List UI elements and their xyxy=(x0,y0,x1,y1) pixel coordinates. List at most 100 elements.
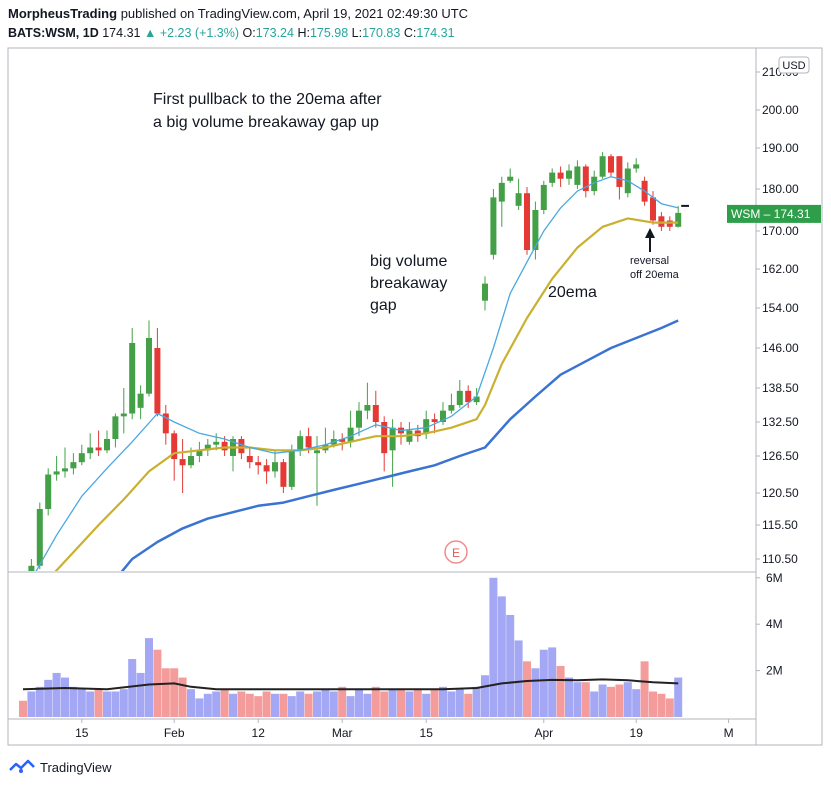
candle xyxy=(95,430,102,456)
candle xyxy=(498,176,505,227)
volume-bar xyxy=(397,689,405,717)
candle-body xyxy=(272,462,278,472)
candle xyxy=(154,328,161,417)
volume-bar xyxy=(19,700,27,717)
volume-bar xyxy=(581,682,590,717)
candle-body xyxy=(456,390,463,405)
high-value: 175.98 xyxy=(309,26,349,40)
candle xyxy=(104,430,110,454)
moving-averages xyxy=(22,176,679,691)
publish-info: MorpheusTrading published on TradingView… xyxy=(8,6,468,21)
candle xyxy=(146,320,152,397)
volume-bar xyxy=(514,640,523,717)
volume-bar xyxy=(35,686,44,717)
tradingview-logo-icon xyxy=(9,759,35,773)
candle xyxy=(616,156,623,200)
candle-body xyxy=(112,416,119,439)
open-label: O: xyxy=(242,26,256,40)
volume-bar xyxy=(623,682,632,717)
volume-bar xyxy=(539,649,548,717)
candle-body xyxy=(28,565,35,571)
volume-bar xyxy=(287,696,296,717)
volume-bar xyxy=(229,693,237,717)
price-tick-label: 146.00 xyxy=(762,341,799,355)
volume-bar xyxy=(61,677,69,717)
price-tick-label: 126.50 xyxy=(762,449,799,463)
volume-bar xyxy=(203,693,212,717)
volume-tick-label: 4M xyxy=(766,617,783,631)
volume-tick-label: 6M xyxy=(766,571,783,585)
volume-bar xyxy=(145,638,153,717)
candle-body xyxy=(633,164,640,169)
volume-bar xyxy=(388,689,397,717)
volume-bar xyxy=(313,691,321,717)
candle xyxy=(162,405,169,445)
time-tick-label: Feb xyxy=(164,726,185,740)
volume-bar xyxy=(212,691,221,717)
volume-bar xyxy=(119,689,128,717)
volume-bar xyxy=(296,691,305,717)
candle-body xyxy=(297,436,304,451)
volume-bar xyxy=(346,696,355,717)
candle-body xyxy=(137,393,144,408)
volume-bar xyxy=(464,693,473,717)
published-text: published on TradingView.com, April 19, … xyxy=(120,6,469,21)
volume-bar xyxy=(548,647,557,717)
volume-bar xyxy=(531,668,540,717)
price-tick-label: 115.50 xyxy=(762,518,798,532)
volume-bar xyxy=(355,689,363,717)
candle xyxy=(78,444,85,466)
earnings-marker-label: E xyxy=(452,546,460,560)
symbol-name: BATS:WSM, 1D xyxy=(8,26,99,40)
candle xyxy=(633,158,640,173)
candle xyxy=(28,559,35,571)
note-reversal-line: reversal xyxy=(630,255,669,267)
volume-bar xyxy=(489,577,498,717)
volume-bar xyxy=(565,677,573,717)
candle-body xyxy=(532,210,539,250)
currency-badge xyxy=(778,56,810,74)
time-tick-label: M xyxy=(724,726,734,740)
candle xyxy=(364,382,371,420)
volume-bar xyxy=(94,689,103,717)
last-price: 174.31 xyxy=(102,26,141,40)
candle-body xyxy=(146,338,152,394)
candle-body xyxy=(650,197,656,221)
last-price-badge xyxy=(727,204,821,223)
candle-body xyxy=(498,182,505,202)
volume-bar xyxy=(607,686,615,717)
price-tick-label: 154.00 xyxy=(762,301,799,315)
price-tick-label: 120.50 xyxy=(762,486,799,500)
price-tick-label: 190.00 xyxy=(762,141,799,155)
candle xyxy=(515,178,522,210)
volume-bar xyxy=(161,668,170,717)
note-top-line: First pullback to the 20ema after xyxy=(153,91,382,108)
candle-body xyxy=(549,172,556,183)
price-tick-label: 162.00 xyxy=(762,262,799,276)
candle-body xyxy=(36,509,43,566)
candle-body xyxy=(582,166,589,192)
volume-bar xyxy=(52,672,61,717)
volume-bar xyxy=(111,691,120,717)
candle-body xyxy=(263,465,270,472)
candle-body xyxy=(440,410,446,422)
price-tick-label: 132.50 xyxy=(762,415,799,429)
candle xyxy=(120,388,127,434)
candle xyxy=(171,430,178,481)
candle-body xyxy=(188,456,194,466)
volume-bar xyxy=(304,693,313,717)
volume-ma-line xyxy=(22,678,679,691)
candle-body xyxy=(171,433,178,460)
volume-bar xyxy=(422,693,431,717)
candle xyxy=(87,433,94,460)
candle xyxy=(574,160,581,189)
volume-bar xyxy=(170,668,179,717)
candle xyxy=(339,433,346,451)
volume-bar xyxy=(674,677,683,717)
ma50-line xyxy=(120,319,679,571)
candle-body xyxy=(314,450,320,454)
candle xyxy=(372,390,379,428)
volume-bar xyxy=(86,691,95,717)
candle-body xyxy=(557,172,564,179)
